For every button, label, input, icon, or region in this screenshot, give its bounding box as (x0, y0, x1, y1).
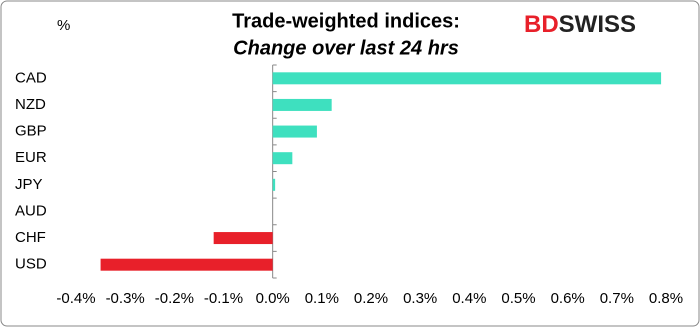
logo-part: BD (524, 11, 559, 38)
bar (272, 72, 662, 85)
chart-title: Trade-weighted indices: (232, 10, 460, 32)
y-tick-label: NZD (15, 96, 46, 113)
x-tick-label: 0.7% (600, 290, 634, 307)
x-tick-label: 0.3% (403, 290, 437, 307)
bar (272, 178, 276, 191)
x-tick-label: 0.8% (649, 290, 683, 307)
x-tick-label: 0.1% (305, 290, 339, 307)
y-tick-label: JPY (15, 176, 43, 193)
y-tick-label: EUR (15, 149, 47, 166)
x-tick-label: 0.0% (256, 290, 290, 307)
x-tick-label: -0.2% (155, 290, 194, 307)
x-tick-label: 0.2% (354, 290, 388, 307)
bar (272, 125, 317, 138)
x-tick-label: 0.6% (551, 290, 585, 307)
x-tick-label: -0.4% (56, 290, 95, 307)
unit-label: % (57, 17, 70, 34)
bar (213, 232, 273, 245)
logo: BDSWISS (524, 11, 636, 38)
bar (272, 152, 293, 165)
x-tick-label: -0.3% (106, 290, 145, 307)
logo-part: SWISS (559, 11, 636, 38)
y-tick-label: AUD (15, 202, 47, 219)
y-tick-label: GBP (15, 123, 47, 140)
bar (272, 98, 332, 111)
bar (100, 258, 273, 271)
x-tick-label: 0.4% (452, 290, 486, 307)
x-tick-label: -0.1% (204, 290, 243, 307)
y-tick-label: CAD (15, 69, 47, 86)
y-tick-label: CHF (15, 229, 46, 246)
y-tick-label: USD (15, 256, 47, 273)
chart-subtitle: Change over last 24 hrs (233, 37, 459, 59)
x-tick-label: 0.5% (501, 290, 535, 307)
